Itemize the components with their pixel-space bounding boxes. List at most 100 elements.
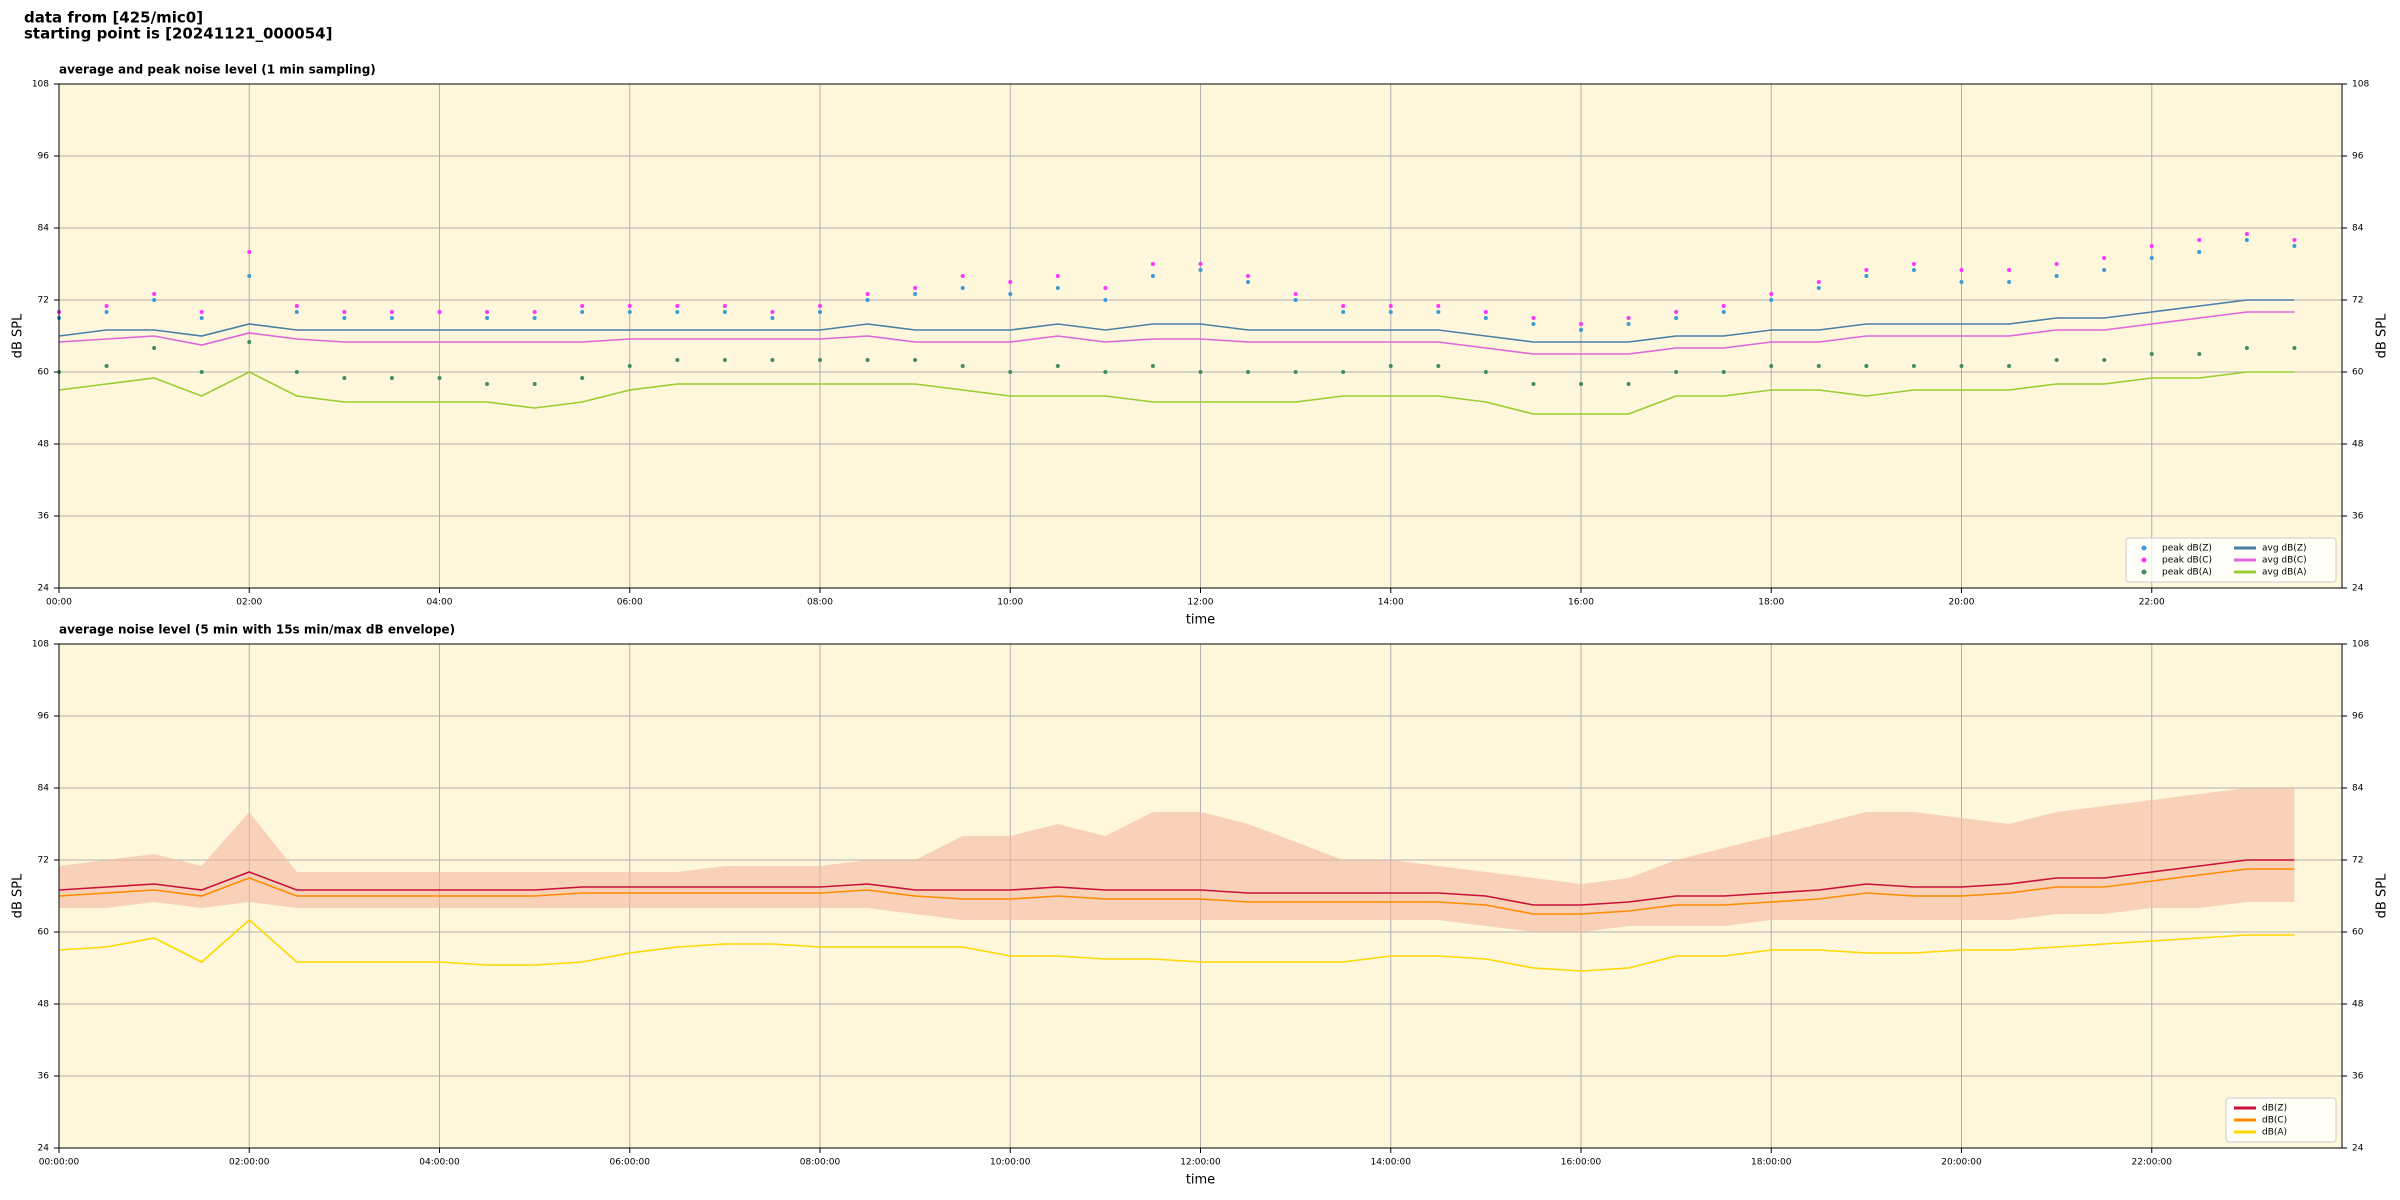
y2-axis-label: dB SPL xyxy=(2375,313,2390,358)
peak-point xyxy=(1341,370,1346,374)
peak-point xyxy=(1341,304,1346,308)
y-axis-label: dB SPL xyxy=(11,313,26,358)
series-line xyxy=(58,371,2295,415)
peak-point xyxy=(389,316,394,320)
x-tick-label: 00:00 xyxy=(46,598,72,608)
y-tick-label: 60 xyxy=(38,368,50,378)
x-tick-label: 22:00 xyxy=(2139,598,2165,608)
y2-tick-label: 84 xyxy=(2352,224,2364,234)
peak-point xyxy=(1198,268,1203,272)
peak-point xyxy=(1436,364,1441,368)
peak-point xyxy=(1911,364,1916,368)
y2-tick-label: 72 xyxy=(2352,296,2363,306)
y-tick-label: 96 xyxy=(38,712,50,722)
peak-point xyxy=(1436,304,1441,308)
peak-point xyxy=(1721,310,1726,314)
peak-point xyxy=(1911,262,1916,266)
peak-point xyxy=(675,310,680,314)
x-tick-label: 20:00:00 xyxy=(1941,1158,1982,1168)
peak-point xyxy=(1055,364,1060,368)
x-tick-label: 06:00 xyxy=(617,598,643,608)
peak-point xyxy=(1769,292,1774,296)
peak-point xyxy=(1150,364,1155,368)
chart-title: average and peak noise level (1 min samp… xyxy=(59,63,376,77)
x-tick-label: 12:00 xyxy=(1188,598,1214,608)
peak-point xyxy=(104,364,109,368)
legend-label: avg dB(Z) xyxy=(2262,544,2307,554)
peak-point xyxy=(1483,316,1488,320)
peak-point xyxy=(1769,298,1774,302)
peak-point xyxy=(1055,286,1060,290)
y2-tick-label: 36 xyxy=(2352,1072,2364,1082)
peak-point xyxy=(1150,274,1155,278)
y2-tick-label: 72 xyxy=(2352,856,2363,866)
header-start: starting point is [20241121_000054] xyxy=(24,25,332,43)
peak-point xyxy=(627,304,632,308)
peak-point xyxy=(1150,262,1155,266)
peak-point xyxy=(1626,316,1631,320)
peak-point xyxy=(1674,370,1679,374)
y-tick-label: 48 xyxy=(38,1000,50,1010)
peak-point xyxy=(152,292,157,296)
y-tick-label: 72 xyxy=(38,856,49,866)
peak-point xyxy=(2197,250,2202,254)
peak-point xyxy=(1579,382,1583,386)
x-tick-label: 16:00:00 xyxy=(1561,1158,1602,1168)
peak-point xyxy=(199,316,204,320)
peak-point xyxy=(913,358,918,362)
y2-tick-label: 96 xyxy=(2352,152,2364,162)
peak-point xyxy=(389,310,394,314)
peak-point xyxy=(1721,370,1726,374)
x-tick-label: 22:00:00 xyxy=(2132,1158,2173,1168)
peak-point xyxy=(1483,370,1488,374)
peak-point xyxy=(675,304,680,308)
x-tick-label: 04:00 xyxy=(427,598,453,608)
peak-point xyxy=(532,382,537,386)
peak-point xyxy=(2007,280,2012,284)
peak-point xyxy=(1531,316,1536,320)
peak-point xyxy=(722,310,727,314)
legend-label: avg dB(A) xyxy=(2262,568,2306,578)
legend-label: peak dB(C) xyxy=(2162,556,2212,566)
peak-point xyxy=(247,250,252,254)
peak-point xyxy=(2149,256,2154,260)
peak-point xyxy=(532,310,537,314)
peak-point xyxy=(1579,322,1583,326)
y2-tick-label: 60 xyxy=(2352,928,2364,938)
peak-point xyxy=(104,310,109,314)
x-tick-label: 00:00:00 xyxy=(39,1158,80,1168)
x-axis-label: time xyxy=(1186,1173,1215,1188)
peak-point xyxy=(1198,370,1203,374)
peak-point xyxy=(627,364,632,368)
y-tick-label: 60 xyxy=(38,928,50,938)
peak-point xyxy=(485,382,490,386)
peak-point xyxy=(532,316,537,320)
peak-point xyxy=(1293,298,1298,302)
y2-axis-label: dB SPL xyxy=(2375,873,2390,918)
x-tick-label: 08:00 xyxy=(807,598,833,608)
y-tick-label: 48 xyxy=(38,440,50,450)
y2-tick-label: 36 xyxy=(2352,512,2364,522)
peak-point xyxy=(2197,238,2202,242)
legend-marker xyxy=(2141,569,2147,575)
y-tick-label: 72 xyxy=(38,296,49,306)
peak-point xyxy=(247,274,252,278)
x-tick-label: 16:00 xyxy=(1568,598,1594,608)
peak-point xyxy=(2054,274,2059,278)
peak-point xyxy=(2292,346,2297,350)
x-tick-label: 12:00:00 xyxy=(1180,1158,1221,1168)
peak-point xyxy=(1198,262,1203,266)
peak-point xyxy=(1816,280,1821,284)
y2-tick-label: 48 xyxy=(2352,1000,2364,1010)
y-tick-label: 24 xyxy=(38,584,50,594)
peak-point xyxy=(1341,310,1346,314)
x-tick-label: 02:00 xyxy=(236,598,262,608)
x-tick-label: 04:00:00 xyxy=(419,1158,460,1168)
peak-point xyxy=(1674,310,1679,314)
legend-label: avg dB(C) xyxy=(2262,556,2307,566)
peak-point xyxy=(1531,382,1536,386)
peak-point xyxy=(580,310,585,314)
peak-point xyxy=(865,292,870,296)
peak-point xyxy=(960,274,965,278)
series-line xyxy=(58,868,2295,915)
